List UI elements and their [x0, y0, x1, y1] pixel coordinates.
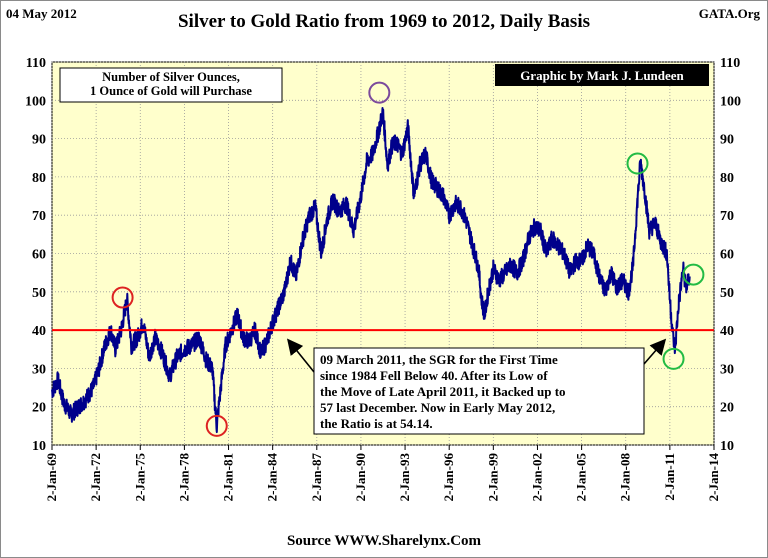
- y-tick-label-left: 60: [32, 248, 46, 263]
- ratio-series-line: [51, 107, 691, 434]
- x-tick-label: 2-Jan-02: [529, 453, 544, 501]
- y-tick-label-left: 80: [32, 171, 46, 186]
- annotation-box: [313, 347, 645, 435]
- source-label: Source WWW.Sharelynx.Com: [286, 533, 482, 549]
- y-tick-label-right: 50: [720, 286, 734, 301]
- y-tick-label-right: 70: [720, 209, 734, 224]
- x-tick-label: 2-Jan-99: [485, 453, 500, 502]
- x-tick-label: 2-Jan-78: [176, 453, 191, 502]
- x-tick-label: 2-Jan-75: [132, 453, 147, 502]
- y-tick-label-right: 30: [720, 362, 734, 377]
- x-tick-label: 2-Jan-93: [397, 453, 412, 502]
- y-tick-label-left: 10: [32, 439, 46, 454]
- legend-box: [59, 67, 283, 103]
- y-tick-label-left: 50: [32, 286, 46, 301]
- y-tick-label-left: 90: [32, 133, 46, 148]
- y-tick-label-right: 60: [720, 248, 734, 263]
- annotation-text-line: since 1984 Fell Below 40. After its Low …: [320, 368, 548, 383]
- y-tick-label-left: 100: [25, 94, 46, 109]
- y-tick-label-left: 30: [32, 362, 46, 377]
- y-tick-label-right: 100: [720, 94, 741, 109]
- legend-text-line: Number of Silver Ounces,: [102, 70, 240, 84]
- x-tick-label: 2-Jan-87: [309, 453, 324, 502]
- y-tick-label-right: 110: [720, 56, 740, 71]
- annotation-text-line: the Move of Late April 2011, it Backed u…: [320, 384, 566, 399]
- site-label: GATA.Org: [698, 6, 760, 21]
- chart-title: Silver to Gold Ratio from 1969 to 2012, …: [177, 11, 591, 32]
- highlight-circle-green: [682, 263, 705, 286]
- annotation-text-line: the Ratio is at 54.14.: [320, 416, 433, 431]
- x-tick-label: 2-Jan-96: [441, 453, 456, 502]
- y-tick-label-right: 10: [720, 439, 734, 454]
- x-tick-label: 2-Jan-11: [662, 453, 677, 501]
- x-tick-label: 2-Jan-72: [88, 453, 103, 501]
- y-tick-label-left: 40: [32, 324, 46, 339]
- y-tick-label-right: 20: [720, 401, 734, 416]
- highlight-circle-red: [205, 414, 228, 437]
- annotation-text-line: 57 last December. Now in Early May 2012,: [320, 400, 555, 415]
- highlight-circle-purple: [368, 81, 391, 104]
- legend-text-line: 1 Ounce of Gold will Purchase: [90, 84, 252, 98]
- y-tick-label-right: 80: [720, 171, 734, 186]
- y-tick-label-left: 110: [26, 56, 46, 71]
- y-tick-label-left: 20: [32, 401, 46, 416]
- x-tick-label: 2-Jan-05: [574, 453, 589, 502]
- annotation-text-line: 09 March 2011, the SGR for the First Tim…: [320, 352, 558, 367]
- x-tick-label: 2-Jan-84: [265, 453, 280, 502]
- y-tick-label-right: 40: [720, 324, 734, 339]
- date-label: 04 May 2012: [6, 6, 77, 21]
- y-tick-label-right: 90: [720, 133, 734, 148]
- y-tick-label-left: 70: [32, 209, 46, 224]
- x-tick-label: 2-Jan-90: [353, 453, 368, 501]
- annotation-arrow-left: [286, 338, 315, 373]
- x-tick-label: 2-Jan-81: [221, 453, 236, 501]
- x-tick-label: 2-Jan-69: [44, 453, 59, 502]
- highlight-circle-green: [662, 347, 685, 370]
- highlight-circle-green: [626, 152, 649, 175]
- annotation-arrow-right: [643, 338, 667, 365]
- x-tick-label: 2-Jan-14: [706, 453, 721, 502]
- credit-box: [495, 64, 709, 86]
- credit-text: Graphic by Mark J. Lundeen: [520, 68, 684, 83]
- x-tick-label: 2-Jan-08: [618, 453, 633, 502]
- highlight-circle-red: [111, 286, 134, 309]
